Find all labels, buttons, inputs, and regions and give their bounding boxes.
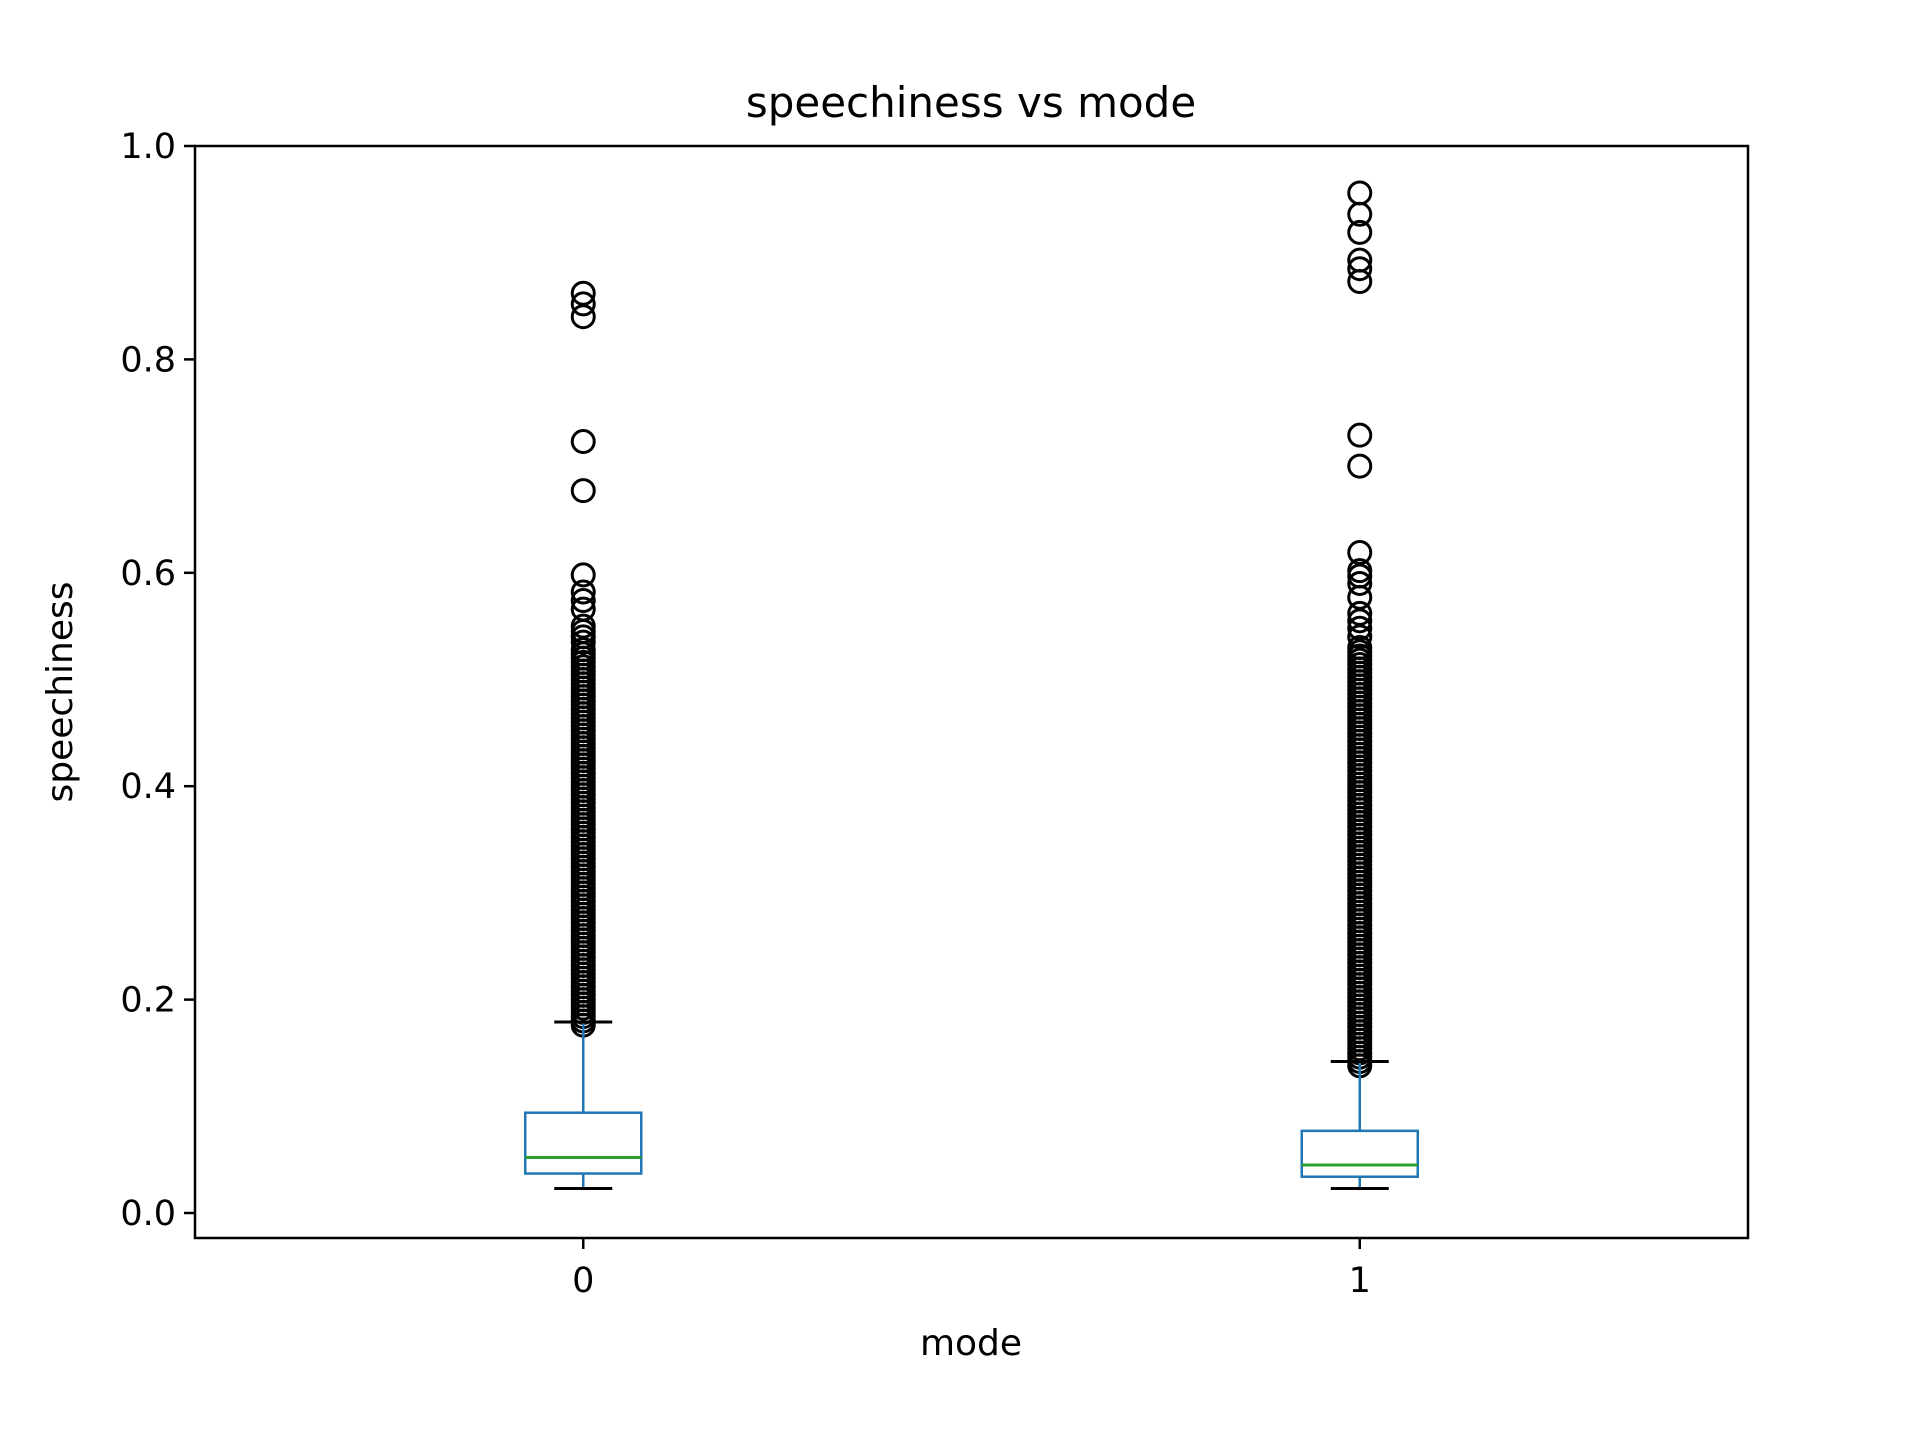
y-tick-label: 0.0: [120, 1194, 176, 1234]
outlier-point: [570, 291, 596, 317]
plot-marks: [524, 180, 1419, 1190]
x-tick-label: 0: [572, 1261, 594, 1301]
y-axis: 0.0 0.2 0.4 0.6 0.8 1.0: [120, 127, 195, 1234]
y-tick-label: 0.2: [120, 981, 176, 1021]
outlier-point: [570, 562, 596, 588]
outlier-point: [1347, 624, 1373, 650]
x-axis-label: mode: [920, 1323, 1022, 1364]
outlier-point: [1347, 570, 1373, 596]
x-tick-label: 1: [1349, 1261, 1371, 1301]
y-tick-label: 0.8: [120, 340, 176, 380]
outlier-point: [1347, 219, 1373, 245]
y-axis-label: speechiness: [40, 582, 81, 803]
outlier-point: [570, 429, 596, 455]
outlier-point: [1347, 256, 1373, 282]
chart-title: speechiness vs mode: [746, 78, 1196, 127]
outlier-point: [1347, 180, 1373, 206]
y-tick-label: 1.0: [120, 127, 176, 167]
outlier-point: [570, 304, 596, 330]
y-tick-label: 0.6: [120, 554, 176, 594]
box-group-1: [1300, 180, 1419, 1190]
outlier-point: [1347, 422, 1373, 448]
outlier-point: [570, 629, 596, 655]
iqr-box: [524, 1111, 643, 1175]
iqr-box: [1300, 1129, 1419, 1178]
outlier-point: [570, 579, 596, 605]
outlier-point: [1347, 201, 1373, 227]
plot-frame: [193, 144, 1750, 1240]
outlier-point: [1347, 453, 1373, 479]
outlier-point: [570, 588, 596, 614]
outlier-point: [1347, 608, 1373, 634]
outlier-point: [1347, 615, 1373, 641]
outlier-point: [1347, 269, 1373, 295]
box-group-0: [524, 280, 643, 1190]
y-tick-label: 0.4: [120, 767, 176, 807]
outlier-point: [570, 478, 596, 504]
outlier-point: [1347, 634, 1373, 660]
